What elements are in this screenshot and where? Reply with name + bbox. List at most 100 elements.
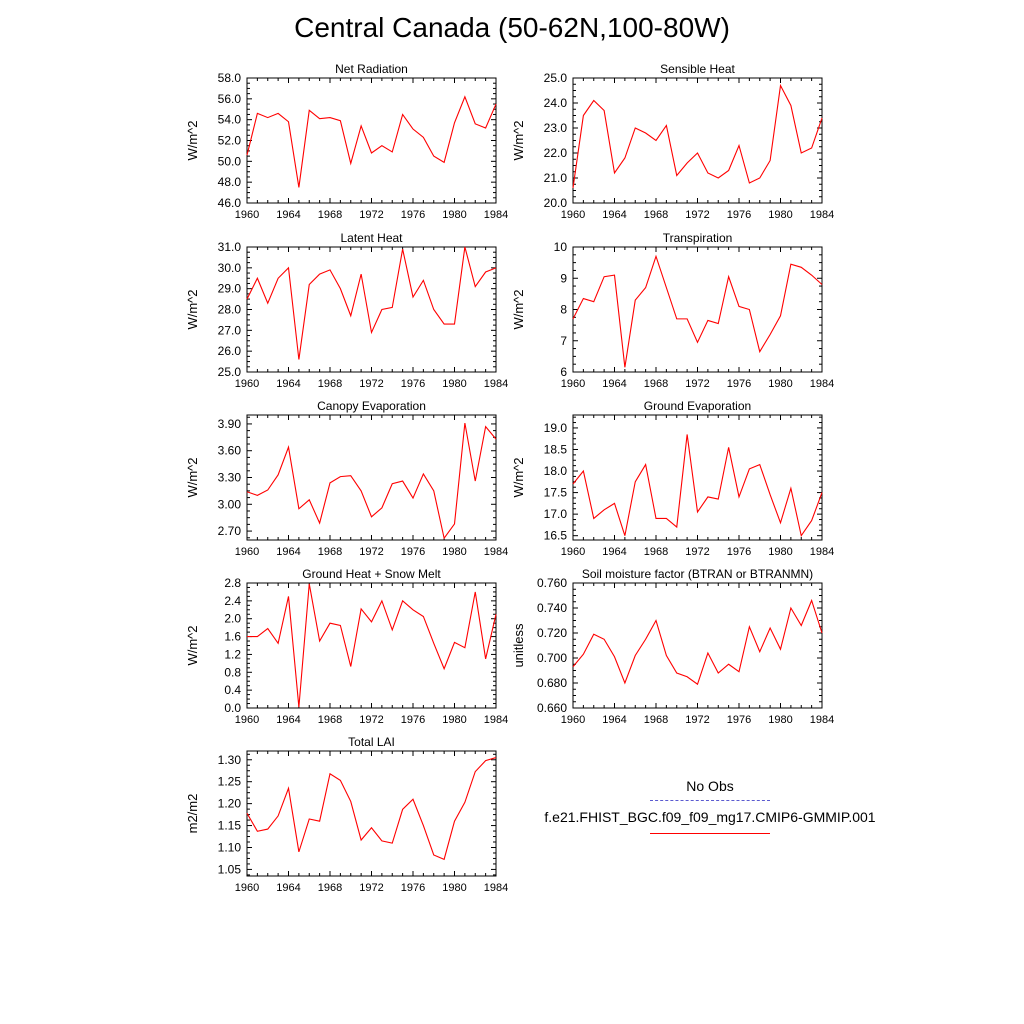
y-tick-label: 54.0 — [218, 113, 242, 127]
y-tick-label: 1.30 — [218, 753, 242, 767]
x-tick-label: 1964 — [602, 378, 626, 390]
x-tick-label: 1976 — [401, 546, 425, 558]
x-tick-label: 1984 — [484, 546, 508, 558]
plot-frame — [246, 246, 497, 373]
y-tick-label: 21.0 — [544, 171, 568, 185]
x-tick-label: 1980 — [768, 378, 792, 390]
panel-2: Sensible Heat 1960 1964 1968 1972 1976 1980 198… — [511, 62, 834, 221]
x-tick-label: 1980 — [442, 882, 466, 894]
y-tick-label: 46.0 — [218, 196, 242, 210]
y-tick-label: 20.0 — [544, 196, 568, 210]
y-tick-label: 8 — [560, 303, 567, 317]
x-tick-label: 1968 — [644, 714, 668, 726]
x-tick-label: 1980 — [442, 209, 466, 221]
series-line — [572, 83, 823, 189]
y-tick-label: 1.20 — [218, 797, 242, 811]
series-line — [572, 598, 823, 686]
x-tick-label: 1984 — [484, 209, 508, 221]
x-tick-label: 1980 — [442, 378, 466, 390]
y-tick-label: 0.740 — [537, 601, 567, 615]
y-axis-label: W/m^2 — [511, 289, 526, 329]
y-tick-label: 1.15 — [218, 819, 242, 833]
x-tick-label: 1984 — [484, 714, 508, 726]
y-tick-label: 3.60 — [218, 444, 242, 458]
series-line — [246, 422, 497, 540]
x-tick-label: 1968 — [644, 378, 668, 390]
x-tick-label: 1960 — [561, 209, 585, 221]
y-tick-label: 25.0 — [218, 365, 242, 379]
x-tick-label: 1972 — [359, 882, 383, 894]
x-tick-label: 1964 — [276, 209, 300, 221]
x-tick-label: 1976 — [727, 546, 751, 558]
x-tick-label: 1980 — [768, 209, 792, 221]
y-tick-label: 18.5 — [544, 442, 568, 456]
y-axis-label: W/m^2 — [185, 457, 200, 497]
x-tick-label: 1984 — [484, 882, 508, 894]
x-tick-label: 1964 — [602, 209, 626, 221]
y-axis-label: W/m^2 — [185, 289, 200, 329]
x-tick-label: 1972 — [359, 546, 383, 558]
panel-3: Latent Heat 1960 1964 1968 1972 1976 1980 1984 2… — [185, 231, 508, 390]
panel-9: Total LAI 1960 1964 1968 1972 1976 1980 1984 1.0… — [185, 735, 508, 894]
x-tick-label: 1964 — [602, 546, 626, 558]
x-tick-label: 1980 — [442, 714, 466, 726]
y-tick-label: 29.0 — [218, 282, 242, 296]
x-tick-label: 1976 — [727, 209, 751, 221]
x-tick-label: 1968 — [318, 546, 342, 558]
x-tick-label: 1968 — [318, 378, 342, 390]
y-tick-label: 1.6 — [224, 630, 241, 644]
y-tick-label: 0.8 — [224, 665, 241, 679]
x-tick-label: 1972 — [685, 546, 709, 558]
y-tick-label: 1.2 — [224, 647, 241, 661]
series-line — [246, 757, 497, 861]
panel-8: Soil moisture factor (BTRAN or BTRANMN) 1… — [511, 567, 834, 726]
y-tick-label: 9 — [560, 271, 567, 285]
x-tick-label: 1964 — [276, 378, 300, 390]
plot-frame — [572, 77, 823, 204]
y-tick-label: 26.0 — [218, 344, 242, 358]
y-tick-label: 27.0 — [218, 323, 242, 337]
x-tick-label: 1976 — [727, 714, 751, 726]
y-tick-label: 2.8 — [224, 576, 241, 590]
panel-title: Ground Evaporation — [644, 399, 751, 413]
x-tick-label: 1960 — [561, 546, 585, 558]
x-tick-label: 1972 — [359, 378, 383, 390]
y-tick-label: 28.0 — [218, 303, 242, 317]
plot-frame — [572, 246, 823, 373]
x-tick-label: 1980 — [768, 546, 792, 558]
x-tick-label: 1984 — [810, 209, 834, 221]
x-tick-label: 1980 — [768, 714, 792, 726]
x-tick-label: 1964 — [602, 714, 626, 726]
y-tick-label: 10 — [554, 240, 568, 254]
y-tick-label: 25.0 — [544, 71, 568, 85]
x-tick-label: 1960 — [561, 714, 585, 726]
x-tick-label: 1960 — [235, 209, 259, 221]
y-tick-label: 17.5 — [544, 486, 568, 500]
x-tick-label: 1960 — [235, 546, 259, 558]
x-tick-label: 1976 — [727, 378, 751, 390]
x-tick-label: 1976 — [401, 714, 425, 726]
panel-title: Latent Heat — [340, 231, 403, 245]
panel-title: Transpiration — [663, 231, 733, 245]
x-tick-label: 1960 — [235, 378, 259, 390]
legend: No Obs f.e21.FHIST_BGC.f09_f09_mg17.CMIP… — [520, 778, 900, 834]
y-tick-label: 1.10 — [218, 840, 242, 854]
y-tick-label: 2.4 — [224, 594, 241, 608]
x-tick-label: 1968 — [318, 882, 342, 894]
y-axis-label: W/m^2 — [185, 120, 200, 160]
series-line — [246, 246, 497, 360]
y-tick-label: 2.0 — [224, 612, 241, 626]
y-tick-label: 58.0 — [218, 71, 242, 85]
y-tick-label: 0.680 — [537, 676, 567, 690]
x-tick-label: 1976 — [401, 209, 425, 221]
plot-frame — [246, 77, 497, 204]
y-tick-label: 22.0 — [544, 146, 568, 160]
y-axis-label: W/m^2 — [511, 120, 526, 160]
x-tick-label: 1972 — [685, 209, 709, 221]
x-tick-label: 1984 — [810, 714, 834, 726]
plot-frame — [572, 582, 823, 709]
y-tick-label: 7 — [560, 334, 567, 348]
panel-7: Ground Heat + Snow Melt 1960 1964 1968 1972 1… — [185, 567, 508, 726]
y-tick-label: 30.0 — [218, 261, 242, 275]
